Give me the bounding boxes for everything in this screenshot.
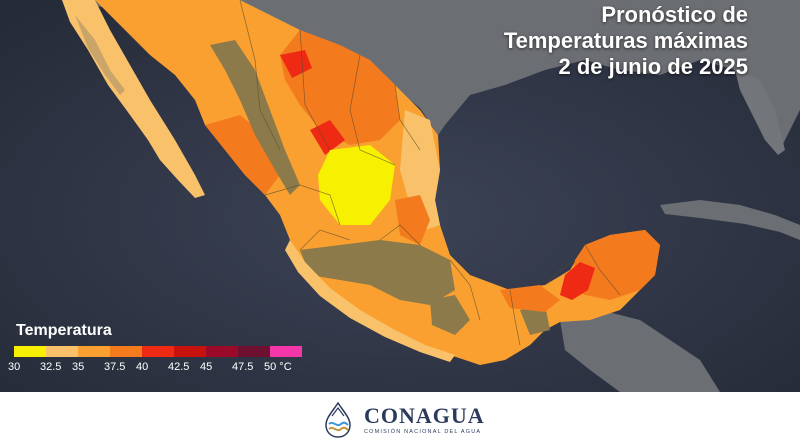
legend-swatch [206,346,238,357]
map-title: Pronóstico de Temperaturas máximas 2 de … [504,2,748,80]
legend-ticks: 30 32.5 35 37.5 40 42.5 45 47.5 50 °C [8,361,324,377]
central-plateau [318,145,395,225]
temperature-map: Pronóstico de Temperaturas máximas 2 de … [0,0,800,392]
tabasco-hot [500,285,560,312]
legend-tick-label: 35 [72,361,85,373]
coahuila-hot [310,120,345,155]
legend-tick-label: 42.5 [168,361,190,373]
baja-highland [75,15,125,95]
conagua-logo: CONAGUA COMISIÓN NACIONAL DEL AGUA [318,400,485,440]
state-borders [239,0,621,346]
chihuahua-hot [280,50,312,78]
legend-swatch [174,346,206,357]
water-drop-icon [325,401,351,438]
yucatan [570,230,660,300]
legend-tick-label: 47.5 [232,361,254,373]
sierra-madre-occidental [210,40,300,195]
legend-swatch [270,346,302,357]
veracruz-hot [395,195,430,245]
legend-tick-label: 32.5 [40,361,62,373]
logo-subtitle: COMISIÓN NACIONAL DEL AGUA [364,429,482,435]
oaxaca-highlands [430,295,470,335]
map-canvas [0,0,800,392]
central-america-land [560,310,720,392]
legend-swatch [46,346,78,357]
legend-tick-label: 40 [136,361,149,373]
legend-tick-label: 37.5 [104,361,126,373]
title-line-1: Pronóstico de [601,2,748,27]
north-hot [280,30,400,145]
central-highlands [300,240,455,305]
legend-swatches [14,346,324,357]
title-line-2: Temperaturas máximas [503,28,748,53]
legend-tick-label: 50 °C [264,361,292,373]
yucatan-hot [560,262,595,300]
legend-swatch [14,346,46,357]
title-line-3: 2 de junio de 2025 [558,54,748,79]
chiapas-highlands [520,305,550,335]
usa-land [60,0,800,150]
footer-bar: CONAGUA COMISIÓN NACIONAL DEL AGUA [0,392,800,445]
legend-tick-label: 45 [200,361,213,373]
legend-swatch [142,346,174,357]
florida-land [735,70,785,155]
temperature-legend: Temperatura 30 32.5 35 37.5 40 42.5 45 47.5 50 °… [8,322,324,377]
legend-swatch [110,346,142,357]
legend-title: Temperatura [16,322,112,339]
legend-tick-label: 30 [8,361,21,373]
legend-swatch [78,346,110,357]
logo-name: CONAGUA [364,403,485,428]
cuba-land [660,200,800,240]
legend-swatch [238,346,270,357]
pacific-coast [285,240,455,362]
